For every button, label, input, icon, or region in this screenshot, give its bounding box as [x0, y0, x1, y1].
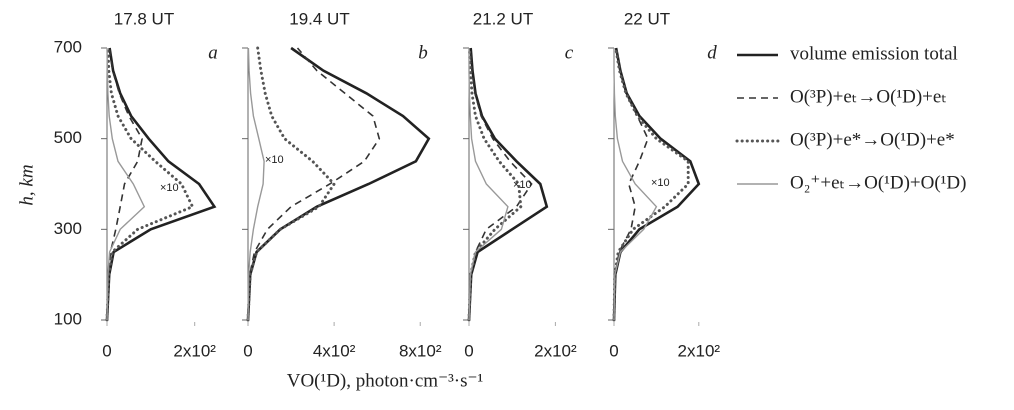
x-tick-label: 8x10²	[399, 341, 442, 360]
x-tick-label: 2x10²	[534, 341, 577, 360]
profile-line	[247, 47, 265, 321]
x-tick-label: 0	[464, 341, 473, 360]
legend-label: volume emission total	[790, 43, 958, 64]
annotation: ×10	[513, 179, 532, 191]
profile-line	[247, 47, 381, 321]
panel-title: 21.2 UT	[473, 9, 533, 28]
y-axis-label: h, km	[16, 164, 37, 205]
x-axis-label: VO(¹D), photon·cm⁻³·s⁻¹	[287, 370, 484, 391]
profile-line	[106, 47, 143, 321]
profile-line	[468, 48, 509, 321]
y-tick-label: 300	[54, 219, 82, 238]
panel-letter: b	[418, 42, 428, 63]
panel-title: 19.4 UT	[289, 9, 349, 28]
profile-line	[613, 48, 658, 321]
y-tick-label: 500	[54, 128, 82, 147]
y-tick-label: 100	[54, 309, 82, 328]
x-tick-label: 2x10²	[678, 341, 721, 360]
legend-label: O(³P)+eₜ→O(¹D)+eₜ	[790, 86, 947, 107]
legend-label: O₂⁺+eₜ→O(¹D)+O(¹D)	[790, 172, 966, 193]
profile-line	[106, 47, 146, 321]
legend-label: O(³P)+e*→O(¹D)+e*	[790, 129, 955, 150]
panel-title: 22 UT	[624, 9, 670, 28]
panel-letter: c	[565, 42, 574, 63]
profile-line	[246, 46, 431, 321]
profile-line	[105, 46, 195, 322]
profile-line	[612, 46, 690, 322]
x-tick-label: 0	[243, 341, 252, 360]
profile-line	[246, 46, 337, 322]
annotation: ×10	[160, 182, 179, 194]
x-tick-label: 2x10²	[173, 341, 216, 360]
x-tick-label: 0	[609, 341, 618, 360]
x-tick-label: 0	[102, 341, 111, 360]
profile-line	[467, 47, 549, 321]
annotation: ×10	[265, 154, 284, 166]
annotation: ×10	[651, 177, 670, 189]
x-tick-label: 4x10²	[313, 341, 356, 360]
profile-line	[613, 47, 649, 321]
panel-letter: d	[707, 42, 717, 63]
panel-letter: a	[208, 42, 218, 63]
panel-title: 17.8 UT	[114, 9, 174, 28]
y-tick-label: 700	[54, 37, 82, 56]
